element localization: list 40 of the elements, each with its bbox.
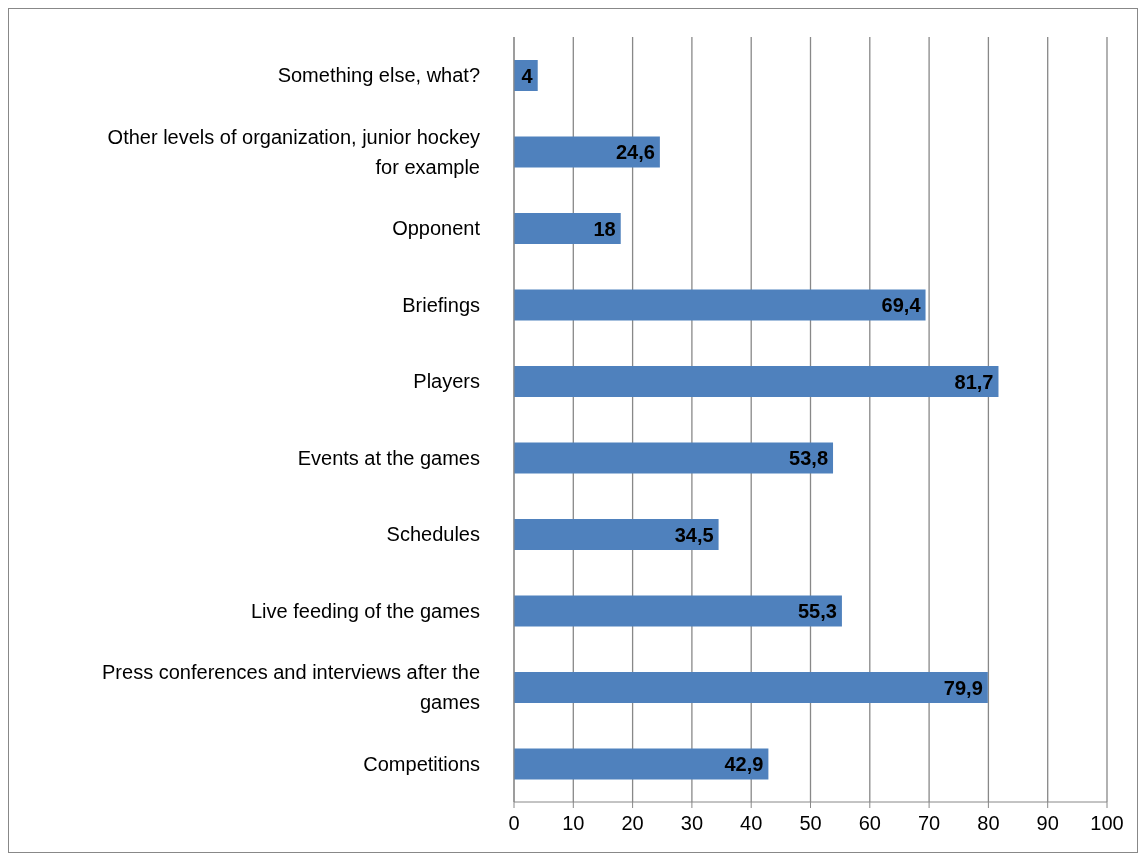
x-tick-label: 50 bbox=[799, 812, 822, 835]
data-label: 53,8 bbox=[789, 447, 829, 470]
y-tick-label: Competitions bbox=[363, 752, 480, 775]
y-tick-label: Schedules bbox=[386, 523, 480, 546]
bar bbox=[514, 519, 719, 550]
x-tick-label: 40 bbox=[740, 812, 763, 835]
bar bbox=[514, 595, 842, 627]
y-tick-label: Other levels of organization, junior hockey for example bbox=[107, 125, 480, 178]
bar bbox=[514, 672, 988, 703]
y-tick-label: Briefings bbox=[402, 293, 480, 316]
x-tick-label: 70 bbox=[917, 812, 941, 835]
data-label: 42,9 bbox=[724, 753, 764, 776]
x-tick-label: 80 bbox=[977, 812, 1000, 835]
y-tick-label: Opponent bbox=[392, 217, 481, 240]
x-tick-label: 60 bbox=[858, 812, 881, 835]
data-label: 24,6 bbox=[615, 141, 655, 164]
data-label: 4 bbox=[521, 64, 534, 87]
y-tick-label: Something else, what? bbox=[277, 64, 480, 87]
data-label: 18 bbox=[593, 217, 616, 240]
x-tick-label: 100 bbox=[1090, 812, 1124, 835]
bar bbox=[514, 213, 621, 244]
data-label: 79,9 bbox=[943, 676, 983, 699]
bar bbox=[514, 748, 769, 780]
x-tick-label: 30 bbox=[680, 812, 704, 835]
y-tick-label: Live feeding of the games bbox=[250, 599, 480, 622]
y-tick-label: Press conferences and interviews after the games bbox=[102, 661, 480, 714]
bar bbox=[514, 289, 926, 321]
data-label: 81,7 bbox=[954, 370, 994, 393]
data-label: 55,3 bbox=[797, 600, 837, 623]
y-tick-label: Players bbox=[413, 370, 480, 393]
x-tick-label: 20 bbox=[621, 812, 644, 835]
x-tick-label: 0 bbox=[508, 812, 520, 835]
y-tick-label: Events at the games bbox=[297, 446, 480, 469]
data-label: 34,5 bbox=[674, 523, 714, 546]
bar bbox=[514, 136, 660, 168]
x-tick-label: 90 bbox=[1036, 812, 1059, 835]
bar bbox=[514, 442, 834, 474]
bar bbox=[514, 366, 999, 397]
data-label: 69,4 bbox=[881, 294, 922, 317]
x-tick-label: 10 bbox=[562, 812, 585, 835]
